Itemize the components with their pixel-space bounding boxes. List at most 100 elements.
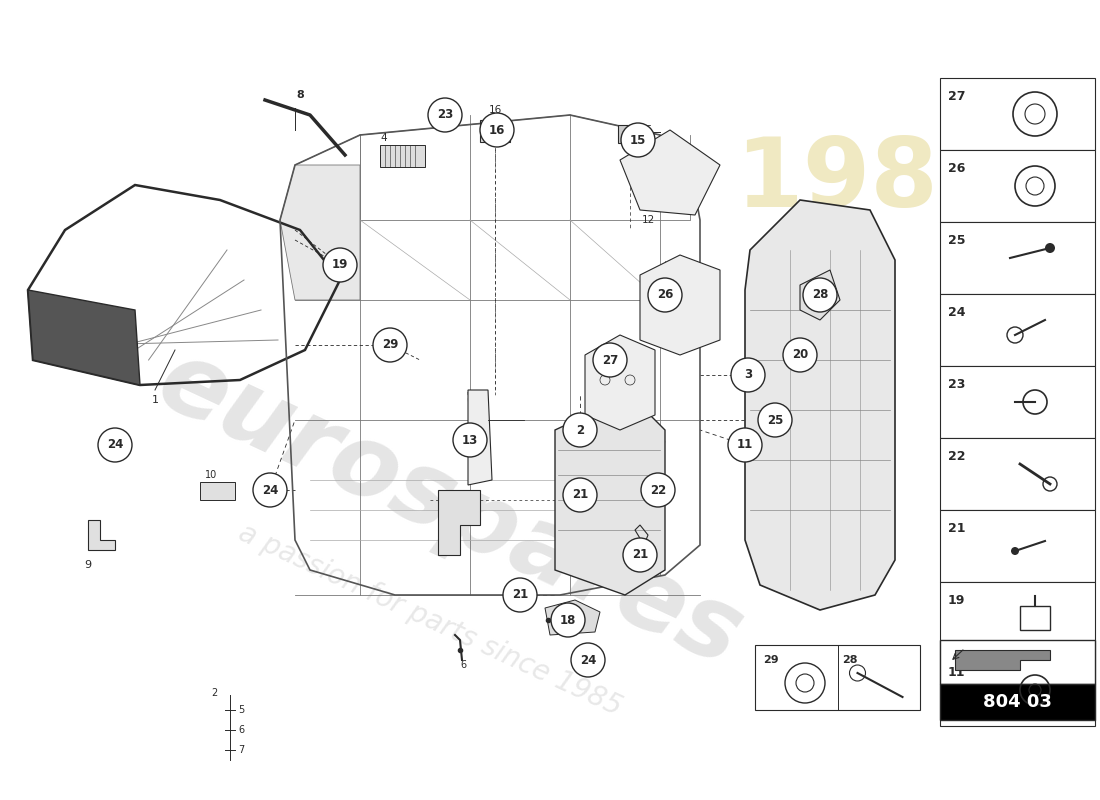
Bar [379, 145, 425, 167]
Text: 9: 9 [85, 560, 91, 570]
Polygon shape [438, 490, 480, 555]
Circle shape [648, 278, 682, 312]
Circle shape [621, 123, 654, 157]
Text: 18: 18 [562, 620, 574, 630]
Text: 21: 21 [572, 489, 588, 502]
Text: 25: 25 [767, 414, 783, 426]
Text: a passion for parts since 1985: a passion for parts since 1985 [234, 518, 626, 722]
Text: 15: 15 [640, 125, 653, 135]
Text: 11: 11 [737, 438, 754, 451]
Text: 1985: 1985 [735, 134, 1005, 226]
Text: eurospares: eurospares [143, 332, 757, 688]
Text: 29: 29 [382, 338, 398, 351]
Bar [480, 120, 510, 142]
Bar [940, 438, 1094, 510]
Text: 16: 16 [488, 105, 502, 115]
Polygon shape [468, 390, 492, 485]
Text: 27: 27 [602, 354, 618, 366]
Text: 5: 5 [238, 705, 244, 715]
Polygon shape [585, 335, 654, 430]
Circle shape [732, 358, 764, 392]
Polygon shape [800, 270, 840, 320]
Text: 6: 6 [238, 725, 244, 735]
Circle shape [1045, 243, 1055, 253]
Text: 20: 20 [792, 349, 808, 362]
Polygon shape [88, 520, 116, 550]
Text: 7: 7 [238, 745, 244, 755]
Text: 22: 22 [650, 483, 667, 497]
Bar [618, 125, 640, 143]
Text: 4: 4 [379, 133, 386, 143]
Circle shape [428, 98, 462, 132]
Circle shape [758, 403, 792, 437]
Circle shape [728, 428, 762, 462]
Polygon shape [640, 255, 720, 355]
Text: 24: 24 [107, 438, 123, 451]
Text: 6: 6 [460, 660, 466, 670]
Text: 21: 21 [948, 522, 966, 535]
Polygon shape [544, 600, 600, 635]
Text: 19: 19 [332, 258, 349, 271]
Polygon shape [620, 130, 721, 215]
Circle shape [551, 603, 585, 637]
Circle shape [563, 478, 597, 512]
Bar [940, 510, 1094, 582]
Text: 21: 21 [512, 589, 528, 602]
Circle shape [98, 428, 132, 462]
Circle shape [373, 328, 407, 362]
Bar [940, 640, 1094, 684]
Polygon shape [280, 165, 360, 300]
Text: 24: 24 [262, 483, 278, 497]
Circle shape [563, 413, 597, 447]
Bar [940, 582, 1094, 654]
Text: 28: 28 [812, 289, 828, 302]
Text: 18: 18 [560, 614, 576, 626]
Polygon shape [28, 290, 140, 385]
Text: 14: 14 [451, 505, 463, 515]
Text: 28: 28 [843, 655, 858, 665]
Text: 15: 15 [630, 134, 646, 146]
Circle shape [803, 278, 837, 312]
Text: 1: 1 [152, 395, 158, 405]
Text: 19: 19 [948, 594, 966, 607]
Circle shape [480, 113, 514, 147]
Circle shape [783, 338, 817, 372]
Text: 24: 24 [580, 654, 596, 666]
Circle shape [503, 578, 537, 612]
Text: 2: 2 [211, 688, 218, 698]
Text: 8: 8 [296, 90, 304, 100]
Circle shape [593, 343, 627, 377]
Polygon shape [955, 650, 1050, 670]
Bar [940, 150, 1094, 222]
Circle shape [571, 643, 605, 677]
Polygon shape [745, 200, 895, 610]
Text: 27: 27 [948, 90, 966, 103]
Text: 11: 11 [948, 666, 966, 679]
Circle shape [641, 473, 675, 507]
Text: 13: 13 [462, 434, 478, 446]
Circle shape [623, 538, 657, 572]
Text: 26: 26 [657, 289, 673, 302]
Text: 3: 3 [744, 369, 752, 382]
Text: 24: 24 [948, 306, 966, 319]
Text: 25: 25 [948, 234, 966, 247]
Bar [940, 78, 1094, 150]
Text: 21: 21 [631, 549, 648, 562]
Circle shape [253, 473, 287, 507]
Circle shape [1011, 547, 1019, 555]
Circle shape [323, 248, 358, 282]
Text: 10: 10 [205, 470, 218, 480]
Polygon shape [556, 395, 666, 595]
Text: 22: 22 [948, 450, 966, 463]
Circle shape [453, 423, 487, 457]
Text: 26: 26 [948, 162, 966, 175]
Text: 804 03: 804 03 [983, 694, 1052, 711]
Bar [940, 654, 1094, 726]
Bar [755, 645, 920, 710]
Text: 23: 23 [948, 378, 966, 391]
Bar [940, 366, 1094, 438]
Text: 23: 23 [437, 109, 453, 122]
Bar [1020, 606, 1050, 630]
Bar [200, 482, 235, 500]
Text: 12: 12 [641, 215, 654, 225]
